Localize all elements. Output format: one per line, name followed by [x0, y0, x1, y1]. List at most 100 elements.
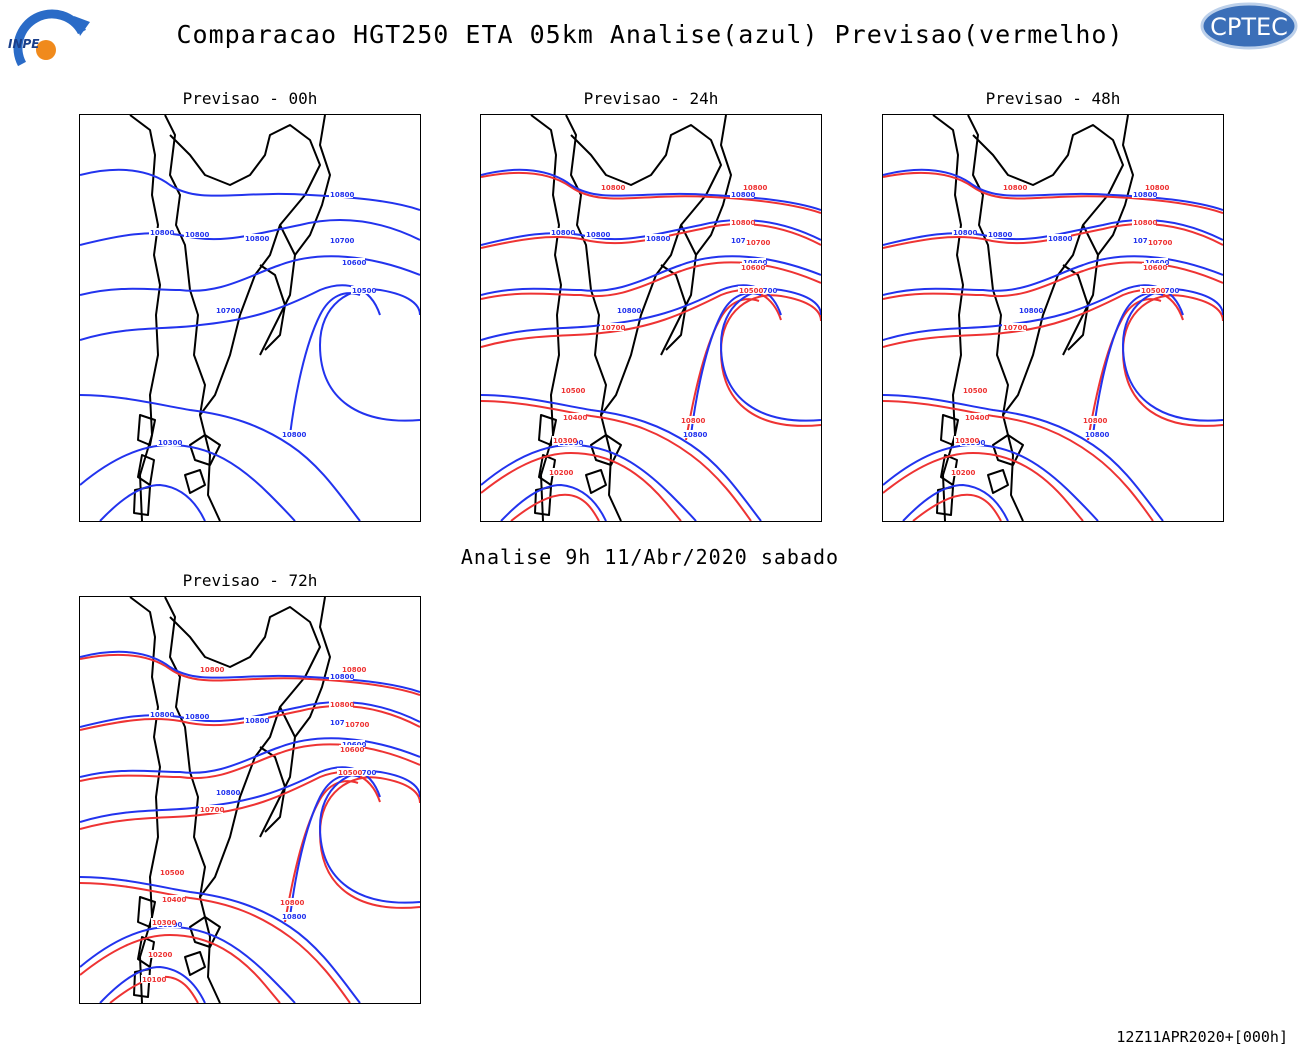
analysis-contour-2 — [80, 737, 420, 778]
svg-text:CPTEC: CPTEC — [1210, 13, 1288, 41]
coastline-9 — [538, 454, 556, 486]
forecast-contour-label: 10300 — [553, 437, 577, 445]
analysis-contour-label: 10700 — [330, 719, 354, 727]
inpe-logo: INPE — [2, 2, 97, 86]
forecast-contour-label: 10800 — [342, 666, 366, 674]
map-svg: 1080010800108001080010700106001070010800… — [80, 597, 420, 1003]
map-panel-72h: 1080010800108001080010700106001070010800… — [79, 596, 421, 1004]
analysis-contour-5 — [883, 394, 1164, 521]
coastline-3 — [660, 224, 697, 356]
analysis-contour-label: 10300 — [158, 439, 182, 447]
forecast-contour-label: 10700 — [1003, 324, 1027, 332]
coastline-9 — [137, 454, 155, 486]
forecast-contour-6 — [883, 451, 1084, 521]
forecast-contour-label: 10800 — [1083, 417, 1107, 425]
analysis-contour-4 — [318, 770, 420, 904]
analysis-contour-0 — [80, 650, 420, 693]
map-svg: 10800 10800 10800 10800 10700 10600 10700 10800… — [481, 115, 821, 521]
analysis-contour-label: 10800 — [245, 235, 269, 243]
analysis-contour-6 — [80, 925, 296, 1003]
analysis-contour-label: 10700 — [1133, 237, 1157, 245]
forecast-contour-0 — [481, 171, 821, 214]
forecast-contour-7 — [109, 975, 199, 1003]
analysis-contour-2 — [481, 255, 821, 296]
forecast-contour-1 — [481, 223, 821, 249]
analysis-contour-label: 10800 — [1085, 431, 1109, 439]
analysis-contour-label: 10800 — [282, 913, 306, 921]
analysis-contour-label: 10800 — [617, 307, 641, 315]
analysis-contour-2 — [883, 255, 1223, 296]
forecast-contour-label: 10500 — [338, 769, 362, 777]
forecast-contour-label: 10400 — [965, 414, 989, 422]
forecast-contour-label: 10700 — [1148, 239, 1172, 247]
analysis-contour-7 — [902, 483, 1009, 521]
svg-text:INPE: INPE — [8, 37, 40, 51]
coastline-7 — [184, 951, 206, 976]
timestamp-label: 12Z11APR2020+[000h] — [1116, 1028, 1288, 1046]
analysis-contour-label: 10800 — [551, 229, 575, 237]
forecast-contour-7 — [510, 493, 600, 521]
analysis-contour-label: 10800 — [150, 711, 174, 719]
forecast-contour-label: 10800 — [731, 219, 755, 227]
coastline-7 — [987, 469, 1009, 494]
analysis-contour-label: 10800 — [185, 231, 209, 239]
coastline-4 — [294, 597, 331, 738]
coastline-3 — [259, 706, 296, 838]
analysis-contour-label: 10800 — [245, 717, 269, 725]
panel-title-72h: Previsao - 72h — [182, 571, 318, 590]
analysis-contour-6 — [80, 443, 296, 521]
forecast-contour-0 — [883, 171, 1223, 214]
forecast-contour-label: 10600 — [1143, 264, 1167, 272]
forecast-contour-3 — [80, 771, 381, 830]
forecast-contour-label: 10600 — [741, 264, 765, 272]
analysis-contour-5 — [80, 394, 361, 521]
forecast-contour-5 — [481, 400, 752, 521]
forecast-contour-label: 10800 — [681, 417, 705, 425]
analysis-contour-label: 10800 — [330, 673, 354, 681]
analysis-contour-label: 10800 — [731, 191, 755, 199]
analysis-contour-label: 10600 — [342, 259, 366, 267]
analysis-contour-label: 10700 — [330, 237, 354, 245]
analysis-contour-4 — [318, 288, 420, 422]
forecast-contour-label: 10200 — [549, 469, 573, 477]
analysis-contour-label: 10700 — [216, 307, 240, 315]
analysis-contour-1 — [80, 701, 420, 728]
analysis-contour-0 — [80, 168, 420, 211]
map-panel-24h: 10800 10800 10800 10800 10700 10600 10700 10800… — [480, 114, 822, 522]
forecast-contour-label: 10800 — [200, 666, 224, 674]
map-svg: 10800 10800 10800 10800 10700 10600 10700 10800… — [883, 115, 1223, 521]
forecast-contour-label: 10800 — [1133, 219, 1157, 227]
forecast-contour-3 — [481, 289, 782, 348]
analysis-contour-0 — [481, 168, 821, 211]
map-panel-00h: 10800 10800 10800 10800 10700 10600 10500 10700… — [79, 114, 421, 522]
forecast-contour-4 — [719, 294, 821, 427]
coastline-2 — [972, 124, 1124, 416]
coastline-2 — [570, 124, 722, 416]
analysis-contour-label: 10700 — [731, 237, 755, 245]
analysis-contour-2 — [80, 255, 420, 296]
forecast-contour-label: 10100 — [142, 976, 166, 984]
page-title: Comparacao HGT250 ETA 05km Analise(azul)… — [176, 20, 1124, 49]
forecast-contour-3 — [883, 289, 1184, 348]
analysis-contour-label: 10800 — [646, 235, 670, 243]
coastline-4 — [1097, 115, 1134, 256]
forecast-contour-6 — [481, 451, 682, 521]
analysis-contour-label: 10800 — [1133, 191, 1157, 199]
analysis-contour-4 — [719, 288, 821, 422]
coastline-1 — [967, 115, 1024, 521]
panel-title-00h: Previsao - 00h — [182, 89, 318, 108]
forecast-contour-label: 10800 — [601, 184, 625, 192]
forecast-contour-label: 10300 — [152, 919, 176, 927]
analysis-contour-label: 10800 — [282, 431, 306, 439]
analysis-contour-0 — [883, 168, 1223, 211]
forecast-contour-label: 10700 — [601, 324, 625, 332]
forecast-contour-label: 10600 — [340, 746, 364, 754]
coastline-1 — [565, 115, 622, 521]
forecast-contour-6 — [80, 933, 281, 1003]
forecast-contour-label: 10800 — [280, 899, 304, 907]
coastline-7 — [184, 469, 206, 494]
analysis-contour-5 — [80, 876, 361, 1003]
analysis-contour-label: 10800 — [150, 229, 174, 237]
forecast-contour-label: 10800 — [1003, 184, 1027, 192]
forecast-contour-5 — [80, 882, 351, 1003]
